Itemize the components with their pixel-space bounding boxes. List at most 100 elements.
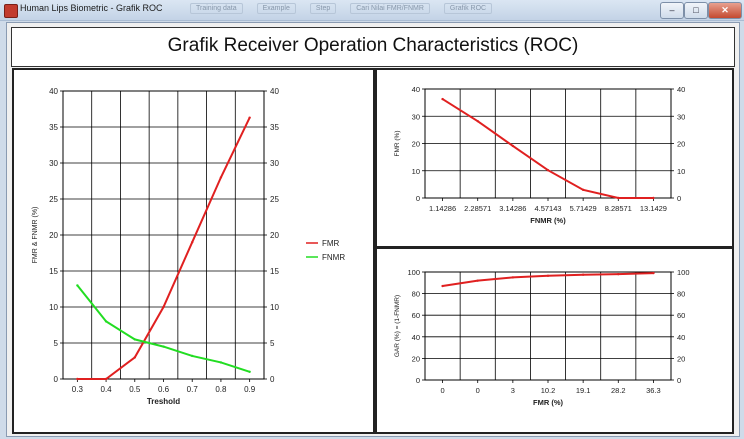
y-tick-label-right: 20 [270, 231, 279, 240]
y-tick-label-left: 0 [54, 375, 59, 384]
x-tick-label: 4.57143 [534, 204, 561, 213]
y-tick-label-left: 10 [412, 167, 420, 176]
y-tick-label-right: 40 [677, 333, 685, 342]
y-tick-label-right: 20 [677, 140, 685, 149]
x-tick-label: 0.3 [72, 385, 84, 394]
legend-label: FNMR [322, 253, 345, 262]
x-tick-label: 3.14286 [499, 204, 526, 213]
y-tick-label-left: 80 [412, 290, 420, 299]
data-point [617, 272, 620, 276]
data-point [133, 338, 136, 341]
x-axis-label: FNMR (%) [530, 216, 566, 225]
data-point [76, 284, 79, 287]
y-tick-label-left: 60 [412, 311, 420, 320]
data-point [581, 273, 585, 276]
y-tick-label-left: 40 [412, 333, 420, 342]
y-tick-label-right: 30 [270, 159, 279, 168]
data-point [441, 97, 444, 101]
window-client-area: Grafik Receiver Operation Characteristic… [6, 22, 740, 437]
x-tick-label: 28.2 [611, 386, 626, 395]
data-point [546, 169, 550, 172]
bg-tab[interactable]: Grafik ROC [443, 3, 493, 14]
x-tick-label: 10.2 [541, 386, 556, 395]
data-point [248, 116, 251, 119]
data-point [476, 279, 479, 282]
y-tick-label-left: 20 [412, 354, 420, 363]
y-tick-label-left: 40 [412, 85, 420, 94]
data-point [581, 188, 585, 192]
y-tick-label-left: 10 [49, 303, 58, 312]
bg-tab[interactable]: Cari Nilai FMR/FNMR [350, 3, 430, 14]
fnmr-fmr-chart: 0 0 10 10 20 20 30 30 40 40 1.14286 2.28571 3.14286 4… [394, 85, 685, 225]
y-tick-label-right: 15 [270, 267, 279, 276]
y-tick-label-left: 100 [407, 268, 420, 277]
y-tick-label-right: 35 [270, 123, 279, 132]
y-tick-label-right: 5 [270, 339, 275, 348]
threshold-chart: 0 0 5 5 10 10 15 15 20 20 25 25 30 30 35 35 40 40 0.3 0.4 0.… [32, 87, 345, 406]
data-point [219, 176, 223, 179]
data-point [441, 284, 444, 288]
x-tick-label: 3 [511, 386, 515, 395]
x-axis-label: Treshold [147, 397, 180, 406]
title-bar: Human Lips Biometric - Grafik ROC Traini… [0, 0, 744, 21]
y-tick-label-right: 0 [677, 376, 681, 385]
data-point [76, 377, 79, 381]
data-point [104, 320, 108, 323]
data-point [652, 271, 655, 275]
x-tick-label: 0.4 [101, 385, 113, 394]
x-tick-label: 0.8 [215, 385, 227, 394]
y-tick-label-left: 0 [416, 376, 420, 385]
window-title: Human Lips Biometric - Grafik ROC [20, 3, 163, 13]
data-point [191, 241, 194, 244]
bg-tab[interactable]: Step [309, 3, 337, 14]
x-tick-label: 0.7 [187, 385, 199, 394]
roc-fnmr-fmr-chart-panel: 0 0 10 10 20 20 30 30 40 40 1.14286 2.28571 3.14286 4… [375, 68, 734, 248]
data-point [219, 361, 223, 364]
data-point [511, 276, 515, 279]
plot-area [424, 271, 672, 381]
y-axis-label: FMR (%) [394, 131, 401, 157]
page-title: Grafik Receiver Operation Characteristic… [167, 35, 579, 56]
fmr-gar-chart: 0 0 20 20 40 40 60 60 80 80 100 100 0 0 3 10.2 19.1 28.2 3… [394, 268, 690, 407]
y-tick-label-left: 15 [49, 267, 58, 276]
x-tick-label: 19.1 [576, 386, 591, 395]
threshold-chart-panel: 0 0 5 5 10 10 15 15 20 20 25 25 30 30 35 35 40 40 0.3 0.4 0.… [12, 68, 375, 434]
y-tick-label-right: 0 [270, 375, 275, 384]
data-point [248, 370, 251, 373]
y-tick-label-right: 10 [677, 167, 685, 176]
y-tick-label-left: 5 [54, 339, 59, 348]
y-tick-label-right: 40 [677, 85, 685, 94]
x-tick-label: 2.28571 [464, 204, 491, 213]
data-point [191, 354, 194, 358]
background-taskbar-tabs: Training data Example Step Cari Nilai FMR/F… [190, 3, 506, 14]
y-tick-label-right: 80 [677, 290, 685, 299]
data-point [162, 305, 165, 309]
y-tick-label-left: 20 [49, 231, 58, 240]
x-tick-label: 5.71429 [570, 204, 597, 213]
data-point [133, 356, 136, 359]
x-tick-label: 0.5 [129, 385, 141, 394]
bg-tab[interactable]: Example [256, 3, 296, 14]
x-tick-label: 8.28571 [605, 204, 632, 213]
data-point [511, 144, 515, 148]
app-icon [4, 4, 18, 18]
data-point [652, 196, 655, 200]
maximize-button[interactable]: □ [684, 2, 708, 19]
y-tick-label-left: 0 [416, 194, 420, 203]
minimize-button[interactable]: – [660, 2, 684, 19]
y-tick-label-left: 30 [412, 112, 420, 121]
y-tick-label-right: 0 [677, 194, 681, 203]
x-tick-label: 0 [440, 386, 444, 395]
legend-label: FMR [322, 239, 340, 248]
bg-tab[interactable]: Training data [190, 3, 243, 14]
x-tick-label: 0.9 [244, 385, 256, 394]
chart-header: Grafik Receiver Operation Characteristic… [11, 27, 735, 67]
data-point [546, 274, 550, 277]
y-tick-label-right: 25 [270, 195, 279, 204]
y-tick-label-right: 100 [677, 268, 690, 277]
x-tick-label: 0.6 [158, 385, 170, 394]
x-tick-label: 1.14286 [429, 204, 456, 213]
x-tick-label: 13.1429 [640, 204, 667, 213]
close-button[interactable]: ✕ [708, 2, 742, 19]
y-tick-label-right: 20 [677, 354, 685, 363]
